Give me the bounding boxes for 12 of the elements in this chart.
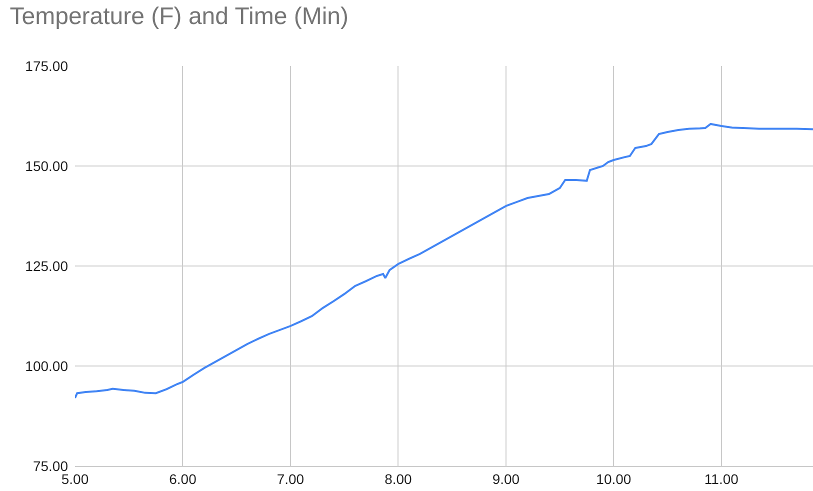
x-tick-label: 6.00 — [169, 470, 197, 487]
x-tick-label: 7.00 — [276, 470, 304, 487]
x-tick-label: 10.00 — [596, 470, 632, 487]
chart-title: Temperature (F) and Time (Min) — [10, 3, 349, 30]
y-tick-label: 175.00 — [25, 58, 68, 74]
y-tick-label: 100.00 — [25, 358, 68, 374]
y-tick-label: 150.00 — [25, 158, 68, 174]
x-tick-label: 8.00 — [384, 470, 412, 487]
x-tick-label: 11.00 — [704, 470, 739, 487]
y-tick-label: 125.00 — [25, 258, 68, 274]
x-tick-label: 9.00 — [492, 470, 520, 487]
line-series — [75, 123, 813, 399]
